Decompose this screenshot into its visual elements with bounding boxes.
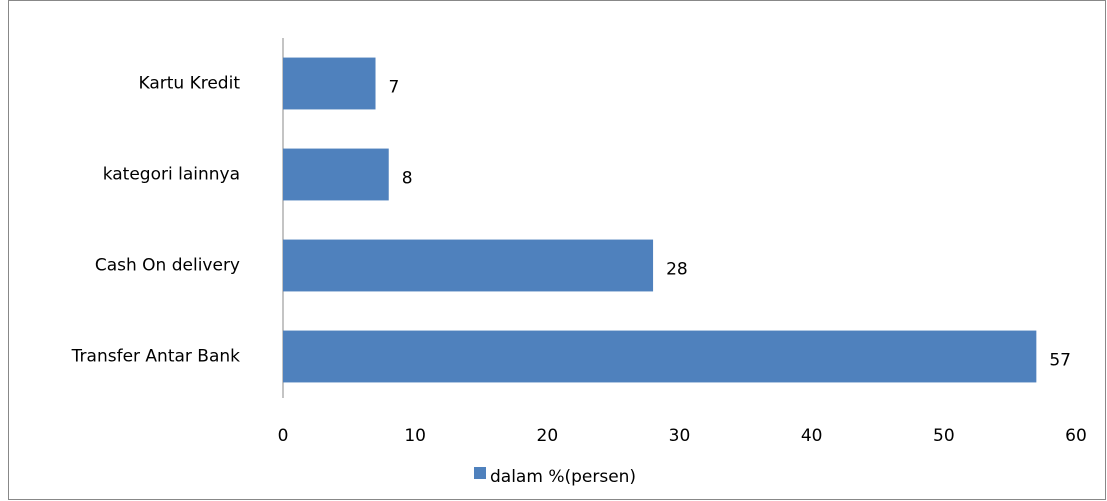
- x-tick-label: 50: [933, 426, 955, 446]
- legend-label: dalam %(persen): [490, 467, 636, 487]
- y-tick-label: kategori lainnya: [103, 165, 240, 185]
- y-tick-label: Transfer Antar Bank: [71, 347, 240, 367]
- x-tick-label: 60: [1065, 426, 1087, 446]
- bar: [283, 148, 389, 201]
- x-tick-label: 0: [278, 426, 289, 446]
- bar: [283, 57, 376, 110]
- x-tick-label: 20: [537, 426, 559, 446]
- value-label: 28: [666, 260, 688, 280]
- bar: [283, 239, 654, 292]
- x-tick-label: 10: [404, 426, 426, 446]
- y-tick-label: Kartu Kredit: [138, 74, 240, 94]
- x-tick-label: 40: [801, 426, 823, 446]
- y-tick-label: Cash On delivery: [95, 256, 240, 276]
- value-label: 57: [1049, 351, 1071, 371]
- value-label: 7: [389, 78, 400, 98]
- bar: [283, 330, 1037, 383]
- legend-swatch: [474, 467, 486, 479]
- x-tick-label: 30: [669, 426, 691, 446]
- value-label: 8: [402, 169, 413, 189]
